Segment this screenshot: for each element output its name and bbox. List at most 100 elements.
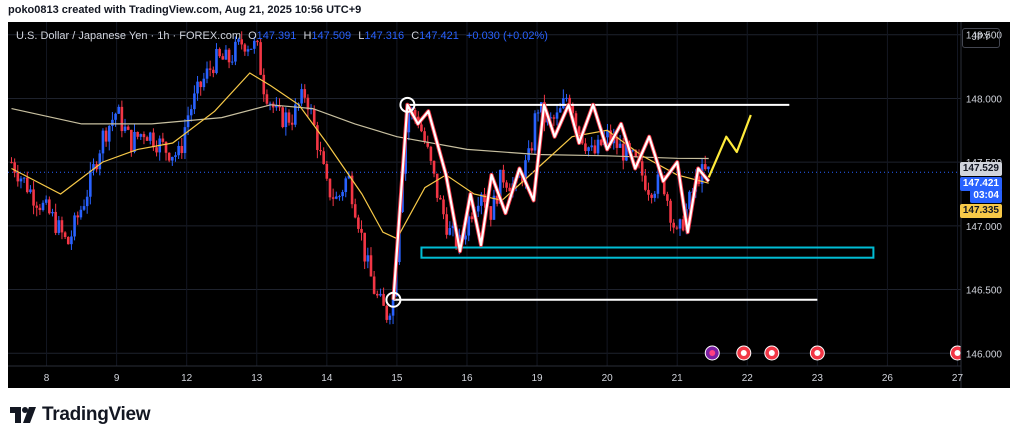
candle-body	[562, 98, 565, 109]
candle-body	[41, 202, 45, 211]
candle-body	[309, 108, 313, 110]
candle-body	[432, 160, 436, 174]
pivot-circle-marker[interactable]	[399, 96, 416, 113]
candle-body	[51, 211, 54, 214]
time-tick-label: 16	[461, 373, 473, 384]
economic-event-dot	[709, 350, 716, 356]
candle-body	[429, 146, 433, 161]
candle-body	[517, 176, 521, 178]
candle-body	[19, 178, 23, 182]
price-chart[interactable]: 146.000146.500147.000147.500148.000148.5…	[8, 22, 1010, 388]
candle-body	[212, 69, 215, 74]
candle-body	[312, 108, 316, 126]
candle-body	[669, 200, 672, 223]
candle-body	[435, 173, 439, 198]
candle-body	[290, 122, 294, 125]
candle-body	[577, 126, 581, 134]
candle-body	[66, 236, 70, 245]
candle-body	[640, 161, 644, 176]
candle-body	[126, 126, 130, 130]
time-tick-label: 23	[812, 373, 824, 384]
candle-body	[565, 97, 568, 99]
candle-body	[492, 195, 496, 220]
economic-event-dot	[768, 350, 775, 356]
candle-body	[593, 145, 597, 154]
ma-slow-price-label: 147.529	[959, 162, 1002, 176]
candle-body	[470, 216, 474, 220]
price-tick-label: 147.000	[966, 222, 1003, 233]
candle-body	[662, 176, 666, 195]
candle-body	[606, 130, 609, 138]
low-label: L	[358, 30, 365, 42]
candle-body	[574, 113, 578, 127]
candle-body	[621, 143, 625, 161]
pivot-circle-marker[interactable]	[385, 291, 402, 308]
candle-body	[73, 215, 76, 237]
support-zone-box[interactable]	[420, 246, 875, 259]
brand-name: TradingView	[42, 404, 151, 425]
candle-body	[262, 74, 266, 95]
candle-body	[275, 105, 278, 108]
candle-body	[590, 145, 594, 148]
candle-body	[375, 293, 379, 296]
change-value: +0.030 (+0.02%)	[465, 30, 548, 42]
ma-slow-line	[11, 104, 709, 160]
candle-body	[130, 129, 133, 152]
candle-body	[357, 217, 360, 229]
candle-body	[10, 162, 13, 164]
candle-body	[319, 149, 322, 152]
candle-body	[180, 145, 184, 154]
time-tick-label: 8	[44, 373, 50, 384]
tradingview-logo[interactable]: TradingView	[10, 404, 151, 426]
candle-body	[552, 117, 556, 119]
candle-body	[587, 147, 590, 152]
candle-body	[379, 293, 382, 296]
candle-body	[29, 189, 32, 193]
open-label: O	[248, 30, 257, 42]
candle-body	[237, 39, 240, 42]
candle-body	[32, 189, 35, 206]
candle-body	[703, 164, 707, 170]
candle-body	[79, 209, 83, 218]
candle-body	[104, 130, 108, 142]
candle-body	[656, 174, 660, 194]
price-tick-label: 146.500	[966, 286, 1003, 297]
candle-body	[139, 134, 143, 137]
candle-body	[259, 42, 262, 75]
tradingview-logo-icon	[10, 407, 36, 423]
currency-button[interactable]: JPY	[962, 28, 1000, 48]
candle-body	[189, 109, 193, 116]
candle-body	[653, 193, 657, 198]
swing-zigzag-line[interactable]	[392, 103, 710, 300]
candle-body	[208, 68, 212, 70]
candle-body	[107, 125, 111, 142]
chart-panel[interactable]: 146.000146.500147.000147.500148.000148.5…	[8, 22, 1010, 388]
candle-body	[82, 206, 86, 210]
ma-fast-price-label: 147.335	[959, 204, 1002, 218]
candle-body	[48, 199, 51, 214]
candle-body	[13, 162, 16, 173]
candle-body	[35, 205, 39, 208]
candle-body	[22, 177, 26, 179]
candle-body	[609, 130, 612, 144]
projection-path[interactable]	[707, 114, 752, 178]
candle-body	[287, 112, 291, 123]
candle-body	[353, 204, 357, 218]
candle-body	[136, 131, 139, 137]
candle-body	[294, 104, 297, 125]
candle-body	[316, 125, 319, 150]
candle-body	[145, 137, 149, 141]
candle-body	[111, 119, 114, 126]
symbol-legend: U.S. Dollar / Japanese Yen · 1h · FOREX.…	[16, 30, 548, 42]
candle-body	[193, 93, 196, 110]
candle-body	[480, 194, 483, 206]
candle-body	[300, 89, 303, 104]
candle-body	[688, 191, 691, 210]
candle-body	[524, 160, 527, 182]
candle-body	[464, 235, 467, 240]
candle-body	[16, 172, 20, 182]
time-tick-label: 19	[531, 373, 543, 384]
symbol-name[interactable]: U.S. Dollar / Japanese Yen · 1h · FOREX.…	[16, 30, 241, 42]
price-tick-label: 146.000	[966, 349, 1003, 360]
candle-body	[631, 150, 635, 152]
